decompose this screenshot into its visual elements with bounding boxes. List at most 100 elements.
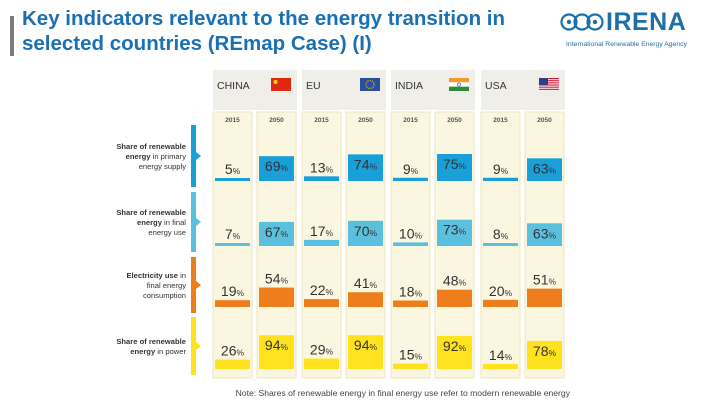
value-number: 5: [225, 161, 233, 177]
usa-flag-stripe: [539, 89, 559, 91]
value-label: 18%: [399, 284, 423, 300]
value-label: 48%: [443, 273, 467, 289]
value-number: 73: [443, 222, 459, 238]
value-unit: %: [237, 288, 245, 298]
value-unit: %: [549, 348, 557, 358]
value-bar: [215, 178, 250, 181]
country-label: CHINA: [217, 80, 250, 92]
value-label: 15%: [399, 347, 423, 363]
row-indicator-stripe: [191, 257, 196, 313]
value-label: 70%: [354, 223, 378, 239]
india-flag-white: [449, 82, 469, 87]
row-indicator-arrow: [196, 152, 201, 160]
row-label-word: of: [137, 337, 147, 346]
logo-subtitle: International Renewable Energy Agency: [566, 41, 687, 48]
value-label: 5%: [225, 161, 241, 177]
value-number: 75: [443, 156, 459, 172]
row-label: Share of renewable: [116, 337, 186, 346]
value-unit: %: [415, 230, 423, 240]
value-label: 41%: [354, 275, 378, 291]
row-label-word: of: [137, 142, 147, 151]
page-title: Key indicators relevant to the energy tr…: [22, 7, 506, 56]
row-indicator-stripe: [191, 125, 196, 187]
row-label-word: renewable: [147, 142, 186, 151]
value-number: 63: [533, 225, 549, 241]
value-bar: [393, 363, 428, 369]
year-label: 2015: [314, 117, 329, 124]
india-flag-icon: [449, 78, 469, 83]
value-unit: %: [549, 230, 557, 240]
value-label: 92%: [443, 338, 467, 354]
row-label-word: final: [147, 281, 161, 290]
row-label-word: energy: [139, 162, 162, 171]
year-label: 2015: [225, 117, 240, 124]
value-number: 18: [399, 284, 415, 300]
row-label-word: power: [163, 347, 186, 356]
value-label: 7%: [225, 226, 241, 242]
value-bar: [215, 359, 250, 369]
value-bar: [259, 287, 294, 307]
value-bar: [437, 219, 472, 246]
value-number: 10: [399, 225, 415, 241]
value-bar: [483, 363, 518, 369]
value-unit: %: [233, 166, 241, 176]
value-unit: %: [326, 287, 334, 297]
row-label-word: Electricity: [126, 271, 163, 280]
value-bar: [527, 223, 562, 246]
value-unit: %: [370, 228, 378, 238]
row-label: consumption: [143, 291, 186, 300]
row-label: final energy: [147, 281, 186, 290]
country-label: INDIA: [395, 80, 423, 92]
row-label-word: energy: [161, 281, 187, 290]
value-label: 10%: [399, 225, 423, 241]
value-bar: [259, 335, 294, 369]
value-label: 78%: [533, 343, 557, 359]
row-label-word: supply: [162, 162, 186, 171]
value-label: 63%: [533, 225, 557, 241]
value-unit: %: [281, 342, 289, 352]
value-unit: %: [370, 161, 378, 171]
china-flag-star: [273, 80, 278, 84]
value-bar: [527, 158, 562, 181]
value-unit: %: [505, 352, 513, 362]
value-bar: [215, 243, 250, 246]
value-bar: [437, 154, 472, 181]
row-indicator-arrow: [196, 281, 201, 289]
value-unit: %: [237, 348, 245, 358]
value-bar: [483, 243, 518, 246]
value-label: 13%: [310, 159, 334, 175]
value-bar: [393, 242, 428, 246]
value-number: 15: [399, 347, 415, 363]
value-bar: [348, 220, 383, 246]
row-indicator-arrow: [196, 218, 201, 226]
row-label-word: energy: [137, 218, 163, 227]
row-label: energy in final: [137, 218, 186, 227]
row-label-word: Share: [116, 142, 137, 151]
value-bar: [483, 177, 518, 181]
row-label: energy supply: [139, 162, 186, 171]
value-bar: [527, 288, 562, 307]
usa-flag-stripe: [539, 81, 559, 83]
row-label-word: Share: [116, 208, 137, 217]
value-bar: [304, 239, 339, 246]
china-flag-icon: [271, 78, 291, 91]
country-label: EU: [306, 80, 321, 92]
footnote: Note: Shares of renewable energy in fina…: [235, 388, 570, 398]
row-label: Share of renewable: [116, 208, 186, 217]
value-label: 94%: [354, 337, 378, 353]
value-unit: %: [501, 166, 509, 176]
value-bar: [304, 299, 339, 307]
usa-flag-stripe: [539, 79, 559, 81]
row-indicator-stripe: [191, 317, 196, 375]
value-bar: [215, 300, 250, 307]
value-number: 51: [533, 272, 549, 288]
value-label: 14%: [489, 347, 513, 363]
value-label: 17%: [310, 223, 334, 239]
value-label: 73%: [443, 222, 467, 238]
row-label-word: primary: [159, 152, 187, 161]
row-label: Electricity use in: [126, 271, 186, 280]
value-unit: %: [549, 165, 557, 175]
value-bar: [393, 177, 428, 181]
value-number: 22: [310, 282, 326, 298]
